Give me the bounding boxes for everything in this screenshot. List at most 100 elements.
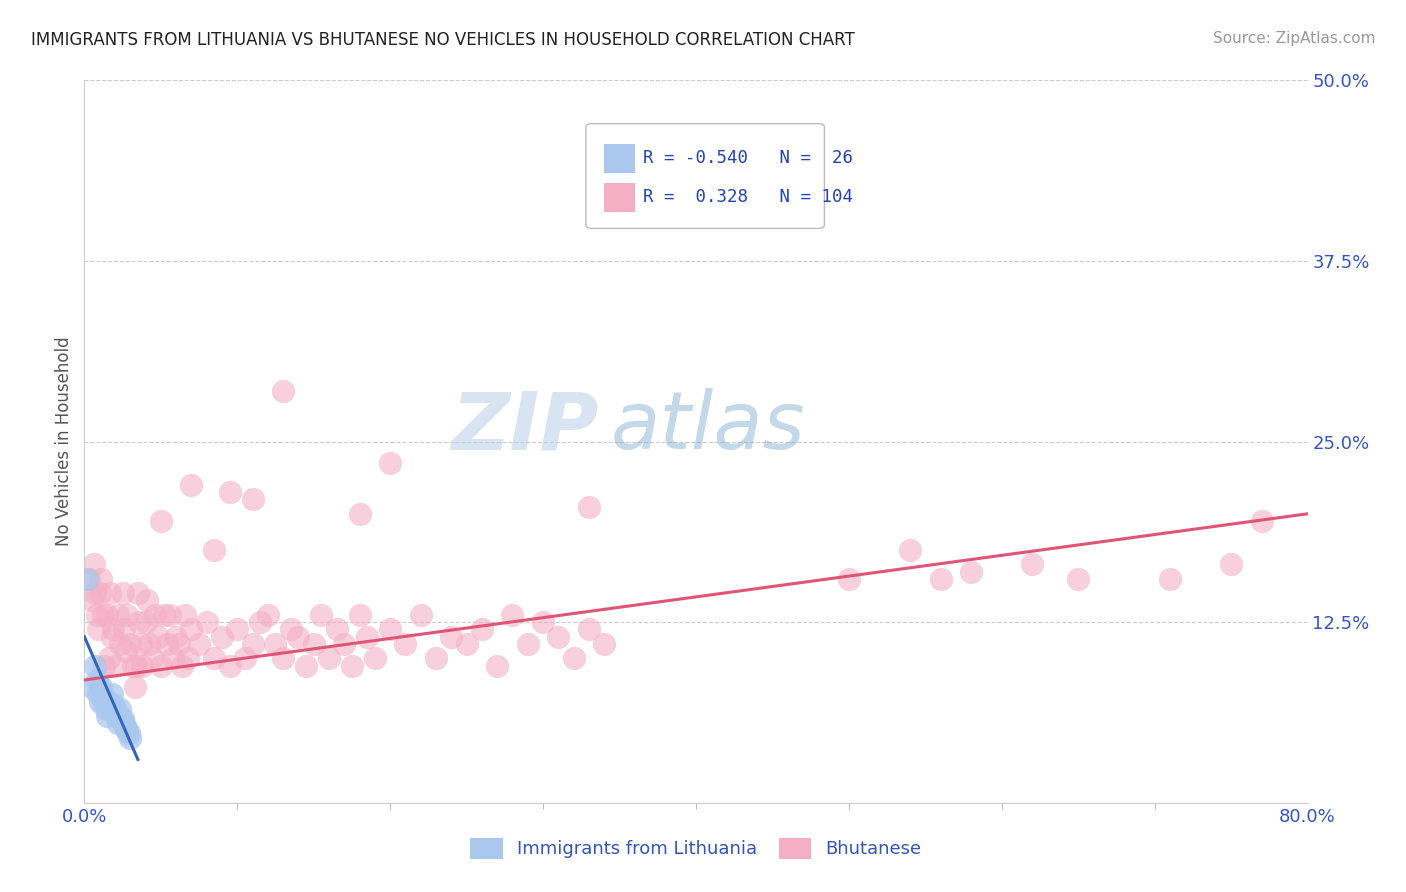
Point — [108, 702, 131, 716]
Point — [87, 623, 110, 637]
Point — [471, 623, 494, 637]
Point — [333, 637, 356, 651]
Point — [115, 607, 138, 622]
Point — [89, 695, 111, 709]
Point — [516, 637, 538, 651]
Point — [562, 651, 585, 665]
Point — [325, 623, 347, 637]
Point — [86, 607, 108, 622]
Point — [80, 680, 103, 694]
Point — [218, 658, 240, 673]
Point — [111, 712, 134, 726]
Point — [107, 716, 129, 731]
Point — [174, 607, 197, 622]
Point — [356, 630, 378, 644]
Point — [91, 687, 114, 701]
Point — [77, 572, 100, 586]
Point — [110, 712, 132, 726]
Point — [136, 593, 159, 607]
Point — [153, 607, 176, 622]
Point — [349, 607, 371, 622]
FancyBboxPatch shape — [605, 144, 636, 173]
Point — [108, 637, 131, 651]
Point — [929, 572, 952, 586]
Point — [340, 658, 363, 673]
Point — [177, 651, 200, 665]
Point — [127, 586, 149, 600]
Point — [159, 607, 181, 622]
Point — [249, 615, 271, 630]
Point — [271, 384, 294, 398]
Point — [156, 637, 179, 651]
Point — [531, 615, 554, 630]
Point — [90, 680, 112, 694]
Point — [76, 572, 98, 586]
Point — [84, 586, 107, 600]
Point — [103, 623, 125, 637]
Point — [1220, 558, 1243, 572]
Point — [101, 630, 124, 644]
Point — [96, 607, 118, 622]
Point — [311, 607, 333, 622]
Point — [105, 709, 128, 723]
Point — [394, 637, 416, 651]
Point — [118, 726, 141, 740]
Point — [180, 478, 202, 492]
Point — [129, 637, 152, 651]
Point — [318, 651, 340, 665]
Point — [96, 709, 118, 723]
Point — [98, 702, 121, 716]
Point — [578, 500, 600, 514]
Point — [1021, 558, 1043, 572]
Point — [180, 623, 202, 637]
Point — [93, 695, 115, 709]
Point — [502, 607, 524, 622]
FancyBboxPatch shape — [586, 124, 824, 228]
Point — [242, 637, 264, 651]
Point — [112, 716, 135, 731]
Point — [101, 687, 124, 701]
Point — [271, 651, 294, 665]
Point — [91, 607, 114, 622]
Point — [380, 623, 402, 637]
Text: R = -0.540   N =  26: R = -0.540 N = 26 — [644, 149, 853, 167]
Text: IMMIGRANTS FROM LITHUANIA VS BHUTANESE NO VEHICLES IN HOUSEHOLD CORRELATION CHAR: IMMIGRANTS FROM LITHUANIA VS BHUTANESE N… — [31, 31, 855, 49]
Point — [349, 507, 371, 521]
Point — [89, 586, 111, 600]
Point — [120, 731, 142, 745]
Point — [409, 607, 432, 622]
Point — [167, 637, 190, 651]
Y-axis label: No Vehicles in Household: No Vehicles in Household — [55, 336, 73, 547]
Point — [93, 658, 115, 673]
Point — [211, 630, 233, 644]
Point — [295, 658, 318, 673]
Text: atlas: atlas — [610, 388, 806, 467]
Point — [143, 607, 166, 622]
Point — [104, 658, 127, 673]
Point — [115, 723, 138, 738]
Point — [162, 651, 184, 665]
Point — [107, 607, 129, 622]
Point — [226, 623, 249, 637]
FancyBboxPatch shape — [605, 183, 636, 211]
Point — [380, 456, 402, 470]
Point — [138, 637, 160, 651]
Point — [425, 651, 447, 665]
Point — [195, 615, 218, 630]
Point — [97, 651, 120, 665]
Point — [364, 651, 387, 665]
Point — [218, 485, 240, 500]
Point — [287, 630, 309, 644]
Point — [456, 637, 478, 651]
Point — [547, 630, 569, 644]
Text: Source: ZipAtlas.com: Source: ZipAtlas.com — [1212, 31, 1375, 46]
Point — [83, 558, 105, 572]
Point — [149, 658, 172, 673]
Point — [280, 623, 302, 637]
Point — [233, 651, 256, 665]
Point — [122, 658, 145, 673]
Point — [165, 630, 187, 644]
Point — [124, 680, 146, 694]
Text: R =  0.328   N = 104: R = 0.328 N = 104 — [644, 188, 853, 206]
Point — [128, 615, 150, 630]
